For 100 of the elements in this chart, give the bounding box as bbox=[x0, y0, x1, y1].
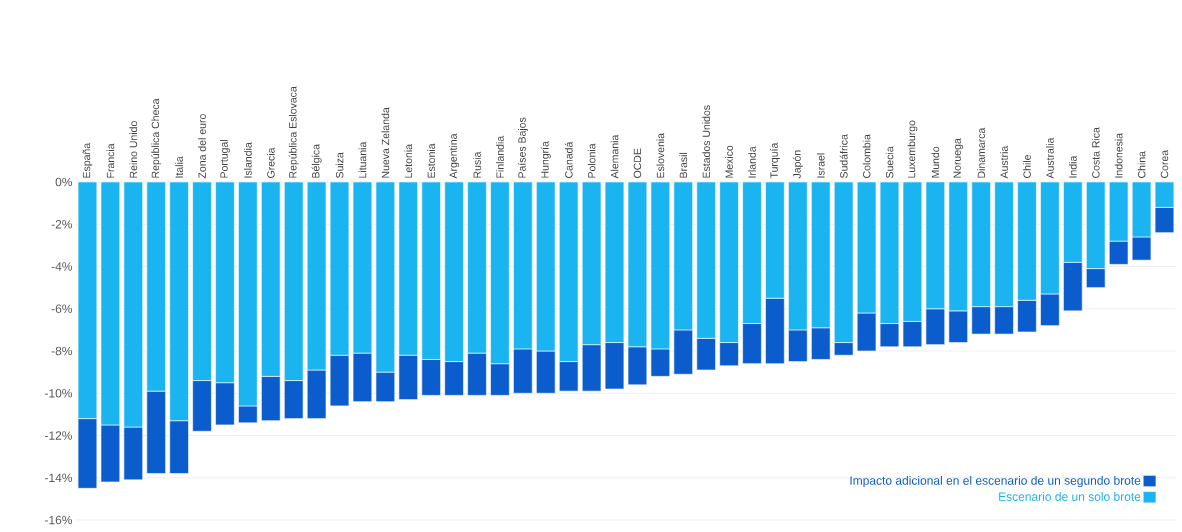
x-tick-label: República Eslovaca bbox=[288, 86, 299, 178]
bar bbox=[192, 182, 212, 381]
bar bbox=[742, 323, 762, 364]
x-tick-label: Países Bajos bbox=[517, 117, 528, 178]
bar bbox=[284, 182, 304, 381]
x-tick-label: Reino Unido bbox=[129, 121, 138, 178]
x-tick-label: Francia bbox=[106, 143, 115, 178]
bar bbox=[375, 371, 396, 402]
legend-label: Impacto adicional en el escenario de un segundo brote bbox=[850, 475, 1141, 488]
x-tick-label: Japón bbox=[792, 150, 803, 179]
bar bbox=[330, 182, 349, 356]
bar bbox=[719, 342, 739, 367]
legend-label: Escenario de un solo brote bbox=[999, 492, 1141, 501]
x-tick-label: Mexico bbox=[725, 145, 733, 178]
bar bbox=[948, 310, 968, 343]
bar bbox=[398, 354, 418, 400]
x-tick-label: Portugal bbox=[220, 140, 230, 178]
x-tick-label: Hungría bbox=[540, 141, 551, 178]
bar bbox=[971, 306, 991, 335]
bar bbox=[765, 297, 785, 364]
bar bbox=[398, 182, 418, 356]
x-tick-label: Mundo bbox=[931, 146, 940, 178]
x-tick-label: Colombia bbox=[862, 134, 871, 178]
bar bbox=[513, 182, 533, 349]
x-tick-label: Luxemburgo bbox=[907, 120, 918, 178]
x-tick-label: Israel bbox=[816, 153, 825, 178]
bar bbox=[444, 361, 464, 396]
x-tick-label: Irlanda bbox=[748, 146, 756, 178]
x-tick-label: China bbox=[1137, 151, 1146, 178]
x-tick-label: India bbox=[1068, 155, 1077, 178]
bar bbox=[1063, 182, 1083, 263]
bar bbox=[490, 182, 510, 364]
bar bbox=[536, 350, 556, 394]
bar bbox=[788, 182, 808, 330]
x-tick-label: Estonia bbox=[427, 143, 436, 178]
bar bbox=[879, 323, 900, 348]
x-tick-label: Polonia bbox=[587, 143, 596, 178]
bar bbox=[627, 346, 648, 386]
bar bbox=[903, 182, 922, 322]
bar bbox=[833, 342, 854, 356]
y-tick-label: -10% bbox=[45, 389, 73, 398]
y-tick-label: -2% bbox=[51, 220, 73, 229]
x-tick-label: Brasil bbox=[679, 152, 688, 178]
bar bbox=[1017, 182, 1037, 301]
bar bbox=[421, 359, 441, 396]
y-tick-label: -16% bbox=[45, 515, 73, 525]
x-tick-label: Argentina bbox=[449, 133, 459, 179]
x-tick-label: Zona del euro bbox=[198, 114, 206, 179]
bar bbox=[100, 182, 120, 425]
x-tick-label: Bélgica bbox=[311, 144, 322, 178]
bar bbox=[880, 182, 899, 324]
bar bbox=[994, 306, 1014, 335]
bar bbox=[284, 380, 304, 419]
bar bbox=[559, 182, 579, 362]
bar bbox=[490, 363, 510, 396]
bar bbox=[811, 327, 831, 360]
bar bbox=[169, 182, 189, 421]
bar bbox=[834, 182, 854, 343]
bar bbox=[1063, 261, 1083, 312]
y-tick-label: -14% bbox=[45, 473, 73, 482]
bar bbox=[78, 182, 97, 419]
bar bbox=[123, 182, 143, 428]
x-tick-label: Finlandia bbox=[496, 135, 504, 178]
bar bbox=[1017, 300, 1037, 333]
bar bbox=[146, 182, 166, 392]
x-tick-label: Estados Unidos bbox=[702, 105, 711, 178]
bar bbox=[971, 182, 991, 307]
x-tick-label: Canadá bbox=[564, 141, 573, 178]
x-tick-label: OCDE bbox=[633, 148, 642, 178]
bar bbox=[1086, 268, 1106, 288]
bar bbox=[742, 182, 762, 324]
bar bbox=[352, 352, 373, 402]
bar bbox=[650, 348, 671, 377]
x-tick-label: Italia bbox=[175, 156, 183, 178]
bar bbox=[1040, 182, 1060, 294]
y-tick-label: -12% bbox=[45, 431, 73, 440]
bar bbox=[605, 182, 624, 343]
bar bbox=[1131, 236, 1152, 261]
bar bbox=[1108, 240, 1129, 265]
x-tick-label: Suiza bbox=[335, 152, 344, 178]
bar bbox=[467, 352, 487, 396]
bar bbox=[215, 182, 235, 383]
y-tick-label: -8% bbox=[51, 346, 73, 356]
y-tick-label: 0% bbox=[55, 177, 73, 187]
x-tick-label: Rusia bbox=[473, 151, 481, 178]
x-tick-label: Lituania bbox=[358, 141, 367, 178]
x-tick-label: Chile bbox=[1023, 155, 1031, 178]
bar bbox=[856, 312, 877, 352]
bar bbox=[673, 329, 693, 375]
y-tick-label: -6% bbox=[51, 304, 73, 314]
x-tick-label: Costa Rica bbox=[1091, 127, 1100, 178]
x-tick-label: Indonesia bbox=[1114, 132, 1123, 178]
bar bbox=[558, 361, 579, 392]
bar bbox=[536, 182, 556, 351]
bar bbox=[421, 182, 441, 360]
x-tick-label: Noruega bbox=[953, 138, 963, 178]
bar bbox=[628, 182, 647, 347]
bar bbox=[329, 354, 350, 407]
bar bbox=[788, 329, 808, 362]
bar bbox=[765, 182, 785, 299]
